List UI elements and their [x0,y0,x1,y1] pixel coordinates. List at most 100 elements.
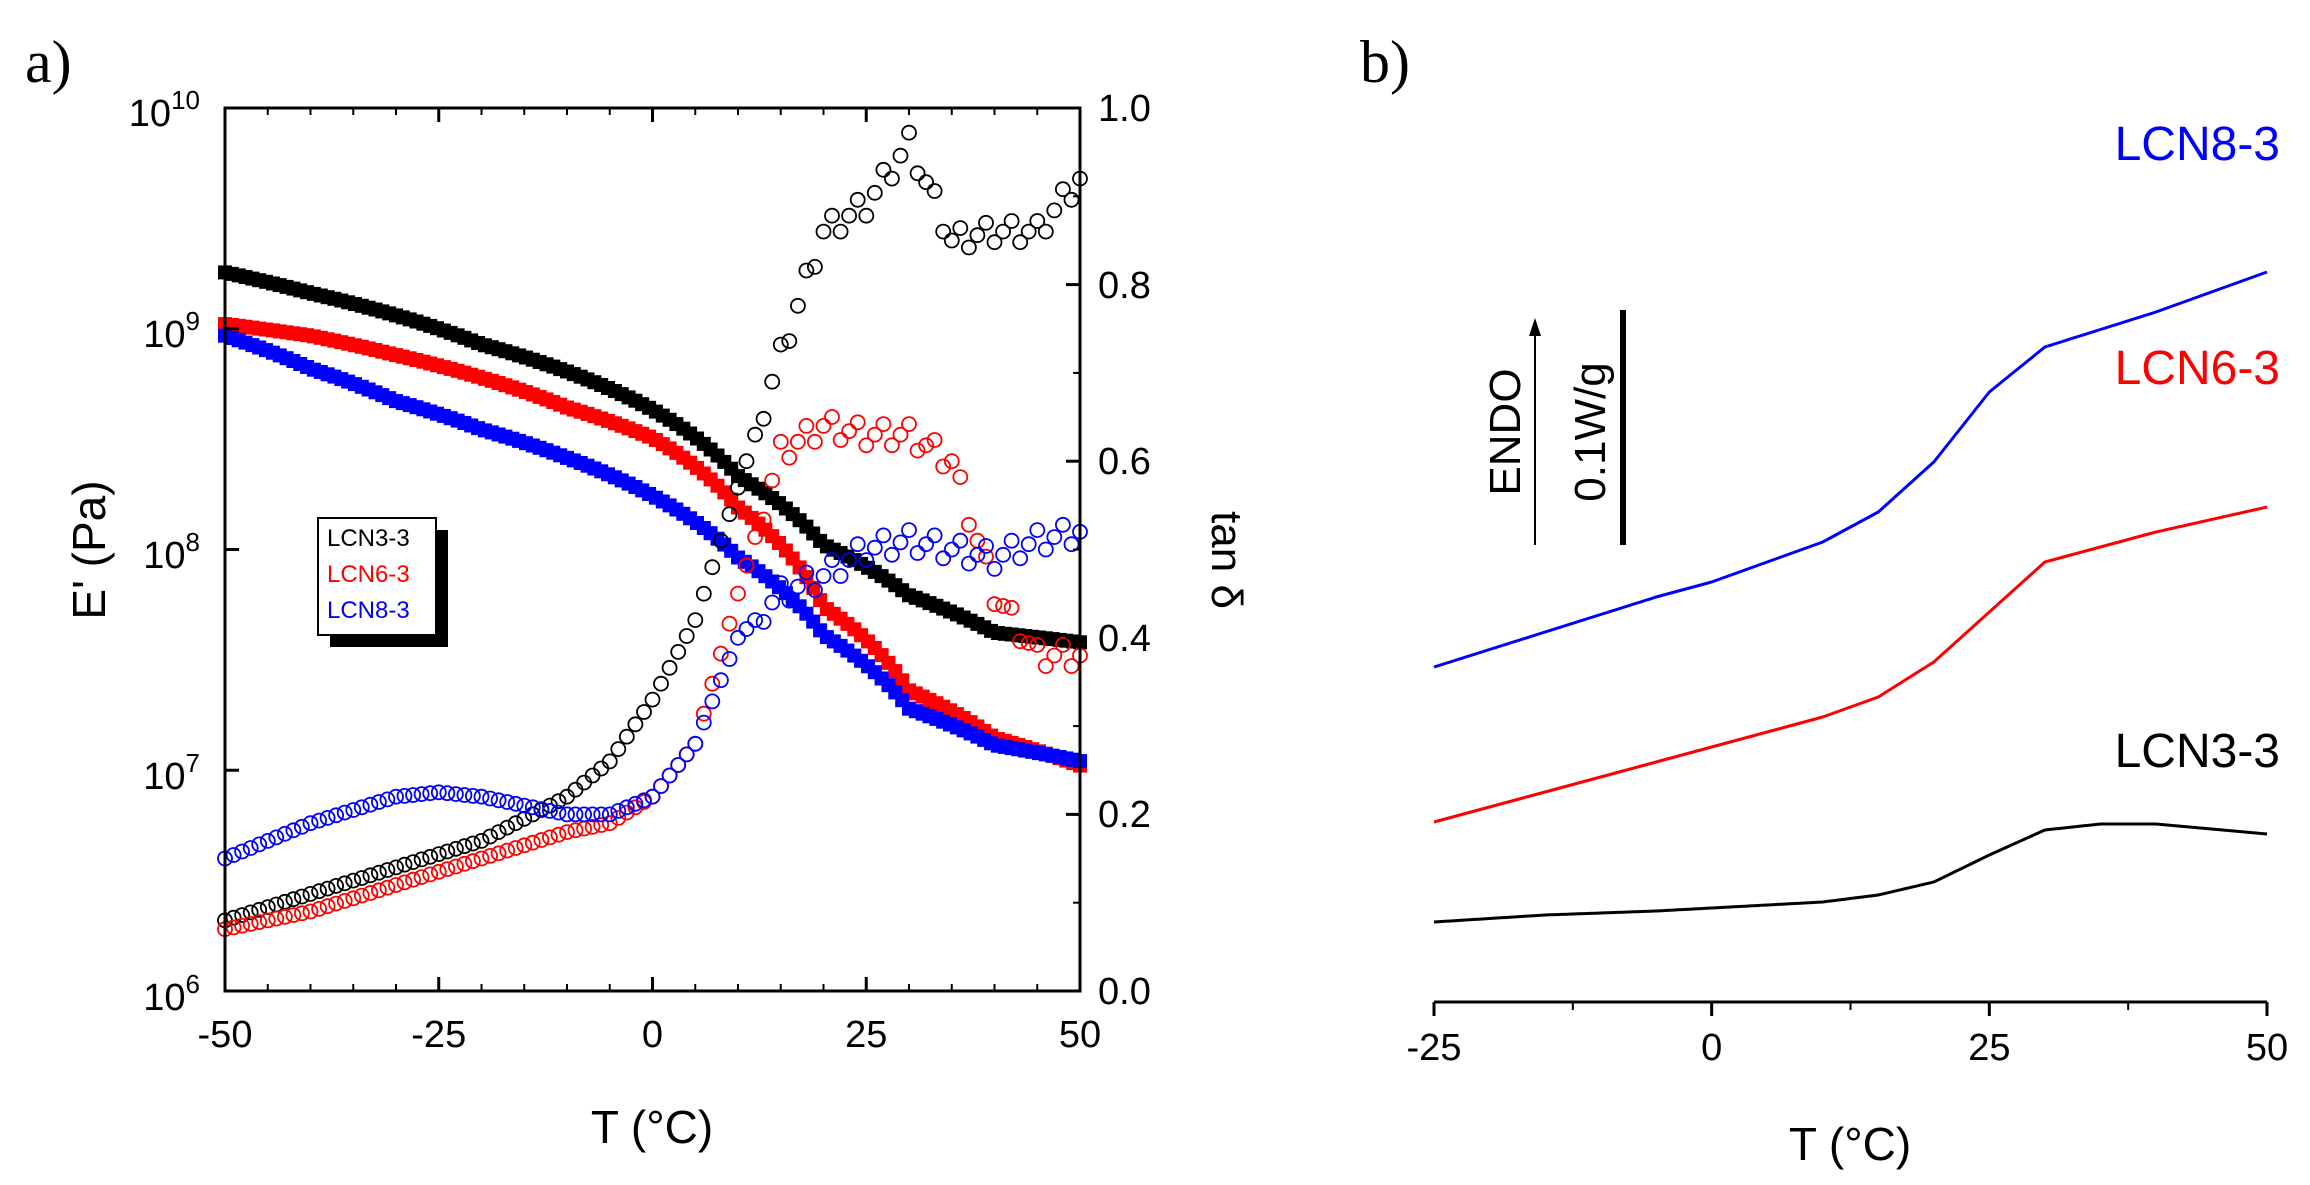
tan-delta-point [875,416,892,433]
tan-delta-point [790,433,806,450]
tan-delta-point [584,806,601,823]
tan-delta-point [1003,599,1020,616]
tan-delta-point [901,416,917,433]
tan-delta-point [866,539,883,556]
tan-delta-point [961,239,977,256]
tan-delta-point [524,799,541,816]
tan-delta-point [276,908,293,925]
tan-delta-point [293,888,310,905]
legend-item-lcn8-3: LCN8-3 [327,597,410,624]
panel-b-ticks [1432,1002,2269,1016]
tan-delta-point [636,704,652,720]
tan-delta-point [875,527,892,544]
tan-delta-point [755,614,772,630]
tan-delta-point [516,837,533,854]
tan-delta-point [464,835,481,852]
tan-delta-point [618,804,635,821]
panel-a-label: a) [25,29,72,95]
dsc-curve-lcn3-3 [1433,822,2268,924]
tan-delta-point [242,916,259,932]
tan-delta-point [422,848,439,865]
legend-box [317,517,437,636]
tan-delta-point [858,437,875,454]
pa-left-axis-label: E' (Pa) [63,480,115,619]
pa-x-tick-label: 50 [1059,1014,1101,1056]
tan-delta-point [824,207,840,224]
tan-delta-point [576,806,592,823]
tan-delta-point [388,788,404,805]
tan-delta-point [636,792,652,809]
tan-delta-point [559,806,575,823]
tan-delta-point [627,795,644,812]
tan-delta-point [670,757,687,773]
tan-delta-point [781,449,798,466]
tan-delta-point [456,855,473,872]
tan-delta-point [225,919,242,936]
panel-a-ticks [223,106,1082,993]
tan-delta-point [978,538,994,554]
tan-delta-point [764,472,781,489]
tan-delta-point [704,559,721,576]
tan-delta-point [550,804,567,821]
pb-curve-label-lcn6-3: LCN6-3 [2115,342,2280,395]
tan-delta-point [884,437,900,454]
tan-delta-point [456,787,473,803]
pa-left-tick-label: 109 [143,306,200,356]
pa-left-tick-label: 108 [143,527,200,577]
tan-delta-point [943,453,960,470]
tan-delta-point [961,555,977,572]
tan-delta-point [832,568,849,584]
tan-delta-point [550,793,567,810]
endo-scale-bar: ENDO 0.1W/g [1481,310,1626,545]
tan-delta-point [969,546,986,563]
tan-delta-point [499,794,516,810]
tan-delta-point [336,893,353,909]
tan-delta-point [1020,223,1037,240]
tan-delta-point [353,870,370,886]
tan-delta-point [319,810,336,826]
tan-delta-point [695,705,712,722]
tan-delta-point [293,905,310,922]
series-lcn3-3-tan-delta [217,124,1088,929]
tan-delta-point [542,803,558,819]
tan-delta-point [995,546,1011,563]
tan-delta-point [1046,647,1063,664]
tan-delta-point [293,818,310,835]
tan-delta-point [1046,202,1063,219]
tan-delta-point [439,785,456,802]
panel-b: b) -25 0 25 50 T (°C) ENDO 0.1W/g LCN8-3… [1360,29,2288,1170]
tan-delta-point [807,582,823,598]
tan-delta-point [593,806,610,823]
tan-delta-point [849,536,866,553]
pa-right-tick-label: 0.0 [1098,971,1151,1013]
pa-right-tick-label: 0.6 [1098,441,1151,483]
tan-delta-point [901,522,917,538]
tan-delta-point [815,223,832,240]
tan-delta-point [234,907,251,923]
tan-delta-point [670,644,687,660]
tan-delta-point [798,262,815,279]
tan-delta-point [952,532,969,549]
pa-x-tick-label: 25 [845,1014,887,1056]
tan-delta-point [884,546,900,563]
tan-delta-point [251,901,268,918]
tan-delta-point [405,871,422,888]
tan-delta-point [336,804,353,821]
tan-delta-point [396,788,413,804]
tan-delta-point [285,891,302,908]
dsc-curve-lcn6-3 [1433,505,2268,824]
tan-delta-point [311,883,328,900]
tan-delta-point [276,825,293,842]
tan-delta-point [909,545,926,561]
tan-delta-point [345,872,362,889]
tan-delta-point [1037,541,1054,558]
tan-delta-point [935,458,952,475]
tan-delta-point [490,845,507,862]
tan-delta-point [926,183,943,199]
tan-delta-point [918,536,934,553]
tan-delta-point [413,851,430,868]
tan-delta-point [824,552,840,568]
tan-delta-point [242,840,259,856]
tan-delta-point [986,596,1003,613]
